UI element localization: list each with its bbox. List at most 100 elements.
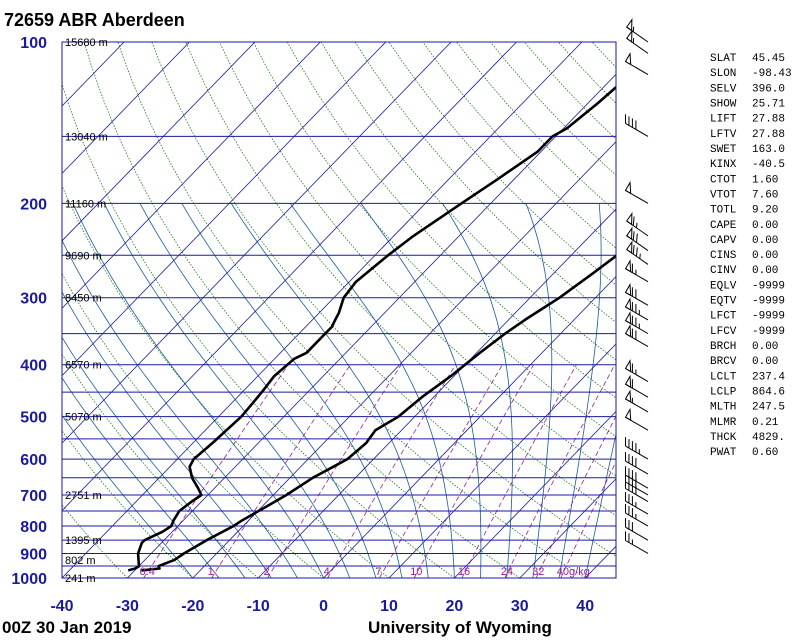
isotherm-line: [192, 141, 616, 578]
mixing-ratio-line: [379, 364, 503, 578]
wind-barb: [624, 180, 649, 204]
moist-adiabat-line: [139, 203, 377, 578]
mixing-ratio-label: 32: [532, 566, 544, 578]
index-name: EQTV: [710, 296, 737, 308]
height-labels: 15680 m 13040 m 11160 m 9690 m 8450 m 6570 m 5…: [65, 37, 108, 585]
index-value: 0.00: [752, 235, 778, 247]
index-value: 45.45: [752, 53, 785, 65]
index-value: 0.00: [752, 265, 778, 277]
wind-barb: [626, 211, 649, 237]
mixing-ratio-labels: 0.4 1 2 4 7 10 16 24 32 40g/kg: [140, 566, 590, 578]
wind-barbs: [624, 18, 649, 554]
height-label: 15680 m: [65, 37, 108, 49]
index-value: 7.60: [752, 189, 778, 201]
wind-barb: [624, 374, 649, 398]
plot-area: [61, 41, 617, 579]
index-value: 0.21: [752, 417, 779, 429]
index-value: 0.00: [752, 341, 778, 353]
index-value: 247.5: [752, 402, 785, 414]
stability-indices-table: SLAT 45.45 SLON -98.43 SELV 396.0 SHOW 25.71 LIF…: [710, 53, 792, 459]
pressure-axis-labels: 100 200 300 400 500 600 700 800 900 1000: [11, 35, 47, 588]
pressure-tick-label: 100: [20, 35, 47, 52]
dry-adiabat-line: [456, 42, 616, 213]
wind-barb: [624, 324, 649, 347]
mixing-ratio-label: 24: [501, 566, 513, 578]
pressure-tick-label: 400: [20, 358, 47, 375]
isotherm-line: [257, 208, 616, 578]
dry-adiabat-line: [388, 42, 616, 286]
index-value: 4829.: [752, 432, 785, 444]
index-name: CTOT: [710, 174, 737, 186]
mixing-ratio-label: 7: [376, 566, 382, 578]
index-name: BRCH: [710, 341, 736, 353]
index-value: 27.88: [752, 114, 785, 126]
pressure-tick-label: 300: [20, 291, 47, 308]
isotherm-line: [388, 343, 616, 578]
mixing-ratio-label: 10: [410, 566, 422, 578]
plot-frame: [61, 41, 617, 579]
wind-barb: [626, 18, 649, 43]
index-name: SELV: [710, 83, 737, 95]
index-name: LIFT: [710, 114, 737, 126]
isotherm-line: [62, 42, 321, 309]
index-value: 25.71: [752, 99, 785, 111]
height-label: 13040 m: [65, 131, 108, 143]
wind-barb: [625, 492, 649, 515]
height-label: 11160 m: [65, 198, 106, 210]
pressure-tick-label: 600: [20, 452, 47, 469]
mixing-ratio-line: [560, 461, 616, 578]
moist-adiabat-line: [525, 203, 553, 578]
height-label: 2751 m: [65, 490, 102, 502]
height-label: 802 m: [65, 555, 96, 567]
wind-barb: [625, 504, 649, 527]
index-value: 163.0: [752, 144, 785, 156]
dry-adiabat-line: [219, 42, 616, 477]
temperature-tick-label: -40: [50, 598, 73, 615]
dewpoint-profile-line: [127, 85, 616, 572]
index-name: THCK: [710, 432, 737, 444]
mixing-ratio-label: 2: [264, 566, 270, 578]
pressure-tick-label: 200: [20, 196, 47, 213]
dry-adiabat-line: [185, 42, 616, 517]
index-value: 0.00: [752, 250, 778, 262]
index-name: EQLV: [710, 280, 737, 292]
index-value: -9999: [752, 326, 785, 338]
mixing-ratio-line: [504, 364, 616, 578]
mixing-ratio-label: 4: [324, 566, 330, 578]
temperature-tick-label: 40: [576, 598, 594, 615]
index-name: LFTV: [710, 129, 737, 141]
isotherm-line: [62, 42, 583, 578]
pressure-tick-label: 800: [20, 519, 47, 536]
temperature-tick-label: -10: [247, 598, 270, 615]
height-label: 8450 m: [65, 293, 102, 305]
isotherm-line: [62, 42, 190, 175]
height-label: 1395 m: [65, 535, 102, 547]
index-name: MLTH: [710, 402, 736, 414]
wind-barb: [624, 407, 649, 431]
wind-barb: [624, 282, 649, 306]
wind-barb: [624, 297, 649, 321]
mixing-ratio-line: [461, 364, 577, 578]
index-name: KINX: [710, 159, 737, 171]
pressure-tick-label: 900: [20, 547, 47, 564]
isotherm-line: [62, 42, 452, 444]
wind-barb: [626, 240, 649, 265]
sounding-profiles: [127, 85, 616, 572]
index-value: -98.43: [752, 68, 792, 80]
moist-adiabat-line: [360, 203, 482, 578]
index-value: 0.00: [752, 356, 778, 368]
index-name: SHOW: [710, 99, 737, 111]
wind-barb: [626, 226, 649, 252]
wind-barb: [624, 389, 649, 413]
index-value: 864.6: [752, 387, 785, 399]
wind-barb: [624, 52, 649, 75]
mixing-ratio-label: 40g/kg: [557, 566, 590, 578]
index-name: BRCV: [710, 356, 737, 368]
index-name: LFCV: [710, 326, 737, 338]
mixing-ratio-line: [413, 364, 534, 578]
temperature-tick-label: 30: [511, 598, 529, 615]
index-name: CINV: [710, 265, 737, 277]
index-value: 396.0: [752, 83, 785, 95]
dry-adiabat-line: [62, 82, 455, 578]
